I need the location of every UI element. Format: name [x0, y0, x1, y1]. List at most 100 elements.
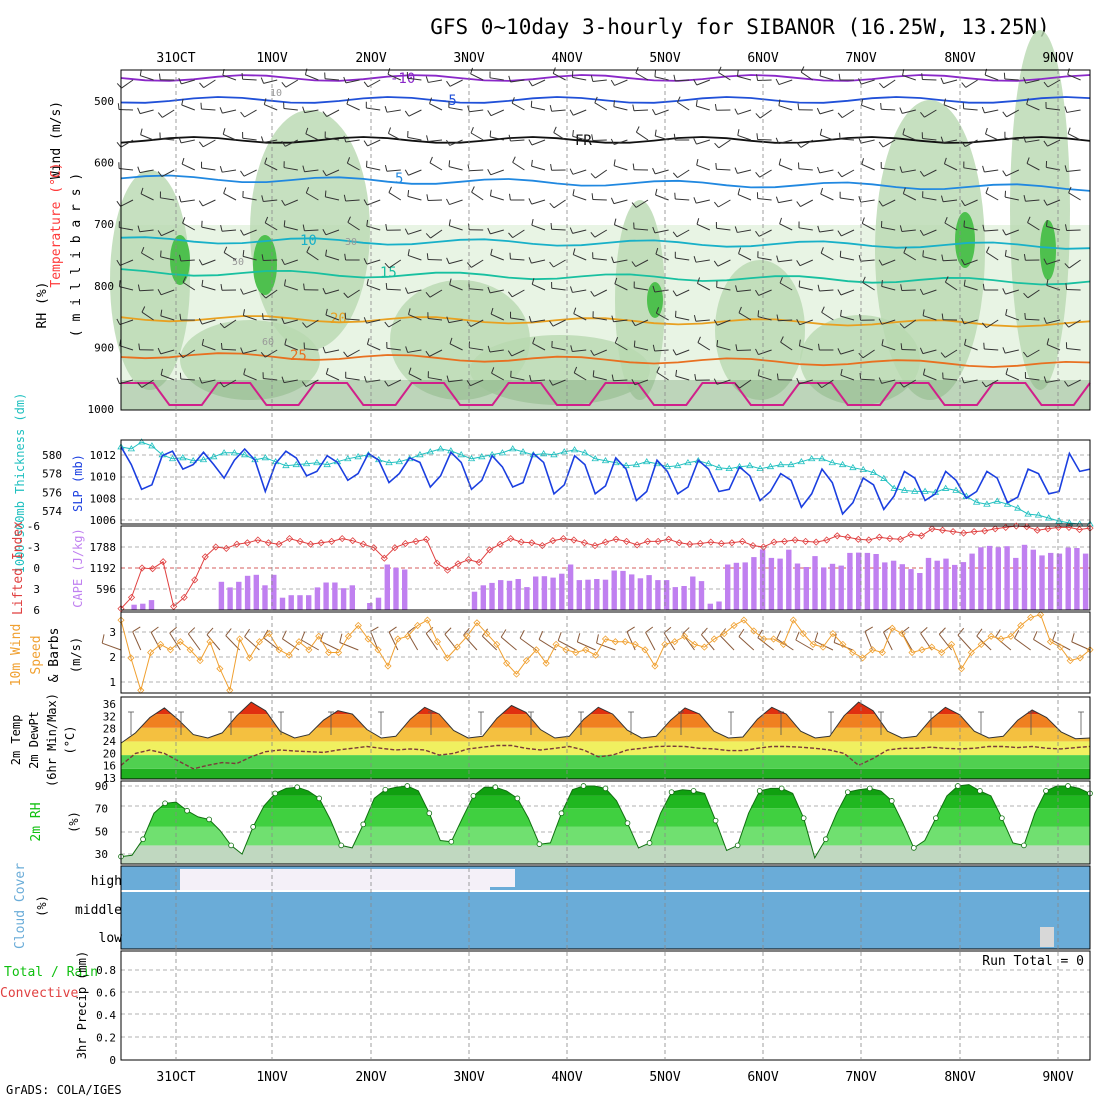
- isotherm-label: -10: [390, 71, 415, 87]
- rh-point: [228, 842, 234, 849]
- wind-barb-flag: [407, 190, 410, 197]
- cloud-ylabels: Cloud Cover (%): [13, 863, 49, 949]
- wind-barb: [407, 77, 422, 81]
- wind-barb: [448, 379, 463, 383]
- wind-barb-flag: [198, 318, 203, 325]
- cape-bar: [812, 556, 818, 610]
- wind-barb: [121, 79, 134, 89]
- wind-barb-flag: [590, 232, 596, 238]
- temp-ylabel-c: (6hr Min/Max): [45, 693, 59, 787]
- rh-point: [800, 815, 807, 821]
- wind-barb: [737, 134, 752, 141]
- wind-barb-flag: [961, 376, 965, 384]
- wind-barb-flag: [778, 99, 781, 106]
- thickness-point: [900, 486, 909, 493]
- wind-barb: [490, 254, 504, 261]
- wind-barb: [470, 132, 484, 141]
- wind-barb: [366, 284, 381, 291]
- date-gridlines: [175, 70, 1059, 1060]
- wind-speed-point: [423, 616, 432, 624]
- date-label-top: 1NOV: [256, 51, 287, 66]
- wind-barb-flag: [404, 228, 409, 235]
- wind-barb: [264, 104, 278, 111]
- wind-barb: [614, 283, 628, 291]
- wind-barb-flag: [116, 200, 121, 207]
- thickness-point: [560, 448, 568, 455]
- wind-barb: [345, 199, 360, 202]
- wind-barb: [538, 638, 557, 651]
- wind-barb-flag: [448, 219, 451, 226]
- wind-barb: [985, 133, 999, 141]
- wind-barb-flag: [157, 230, 162, 236]
- cape-bar: [716, 601, 722, 610]
- temp-band: [121, 741, 1090, 756]
- date-label-bottom: 8NOV: [944, 1070, 975, 1085]
- wind-barb-flag: [281, 140, 286, 147]
- wind-barb-flag: [557, 631, 562, 641]
- rh-ylabel-a: 2m RH: [29, 802, 44, 841]
- wind-barb-flag: [388, 186, 392, 193]
- wind-barb-flag: [240, 347, 244, 354]
- wind-barb: [119, 227, 134, 231]
- lifted-point: [875, 533, 883, 541]
- wind-barb: [819, 229, 834, 233]
- wind-barb-flag: [187, 627, 196, 635]
- wind-barb: [841, 109, 855, 119]
- lifted-point: [454, 560, 462, 568]
- wind-barb-flag: [363, 140, 368, 147]
- lifted-point: [728, 539, 736, 547]
- cloud-level-label: middle: [75, 903, 122, 918]
- wind-barb-flag: [344, 253, 347, 261]
- lifted-point: [622, 537, 631, 545]
- wind-barb-flag: [446, 375, 450, 382]
- wind-barb: [675, 257, 690, 261]
- wind-barb-flag: [779, 276, 783, 284]
- thickness-point: [663, 462, 672, 470]
- wind-barb-flag: [490, 248, 493, 256]
- wind-barb: [366, 166, 381, 171]
- wind-barb: [596, 642, 616, 651]
- wind-speed-point: [878, 648, 886, 657]
- rh-point: [140, 836, 146, 843]
- wind-barb-flag: [635, 126, 640, 133]
- wind-barb: [864, 631, 873, 651]
- wind-barb: [449, 284, 463, 291]
- wind-barb-flag: [116, 259, 121, 266]
- cape-bar: [882, 562, 888, 610]
- thickness-point: [941, 484, 950, 491]
- wind-barb-flag: [899, 107, 903, 114]
- thickness-point: [137, 438, 146, 445]
- wind-barb-flag: [881, 339, 884, 346]
- wind-speed-point: [967, 648, 975, 657]
- wind-barb: [366, 319, 381, 324]
- wind-barb-flag: [301, 381, 307, 387]
- wind-barb-flag: [716, 340, 719, 347]
- wind-barb-flag: [694, 373, 697, 381]
- wind-barb: [1033, 638, 1051, 651]
- wind-barb-flag: [426, 135, 429, 142]
- wind-barb-flag: [864, 626, 874, 632]
- wind-barb: [1025, 199, 1040, 202]
- credit: GrADS: COLA/IGES: [6, 1083, 122, 1097]
- wind-barb-flag: [302, 322, 307, 328]
- wind-barb: [645, 632, 656, 651]
- wind-barb-flag: [982, 224, 985, 232]
- wind-barb-flag: [538, 630, 544, 640]
- thickness-line: [120, 441, 1090, 525]
- wind-barb: [489, 77, 504, 81]
- wind-barb-flag: [260, 136, 264, 143]
- wind-barb: [1066, 169, 1081, 172]
- cape-bar: [1074, 548, 1080, 610]
- date-label-bottom: 4NOV: [551, 1070, 582, 1085]
- wind-barb: [1005, 289, 1019, 295]
- wind-barb: [677, 101, 690, 111]
- wind-barb-flag: [982, 165, 985, 173]
- wind-barb-flag: [1046, 279, 1049, 286]
- wind-barb: [577, 641, 596, 651]
- wind-barb: [976, 635, 992, 651]
- wind-barb-flag: [141, 306, 146, 313]
- temp-tick: 16: [103, 760, 116, 773]
- wind-barb: [347, 349, 360, 358]
- wind-barb-flag: [490, 307, 494, 315]
